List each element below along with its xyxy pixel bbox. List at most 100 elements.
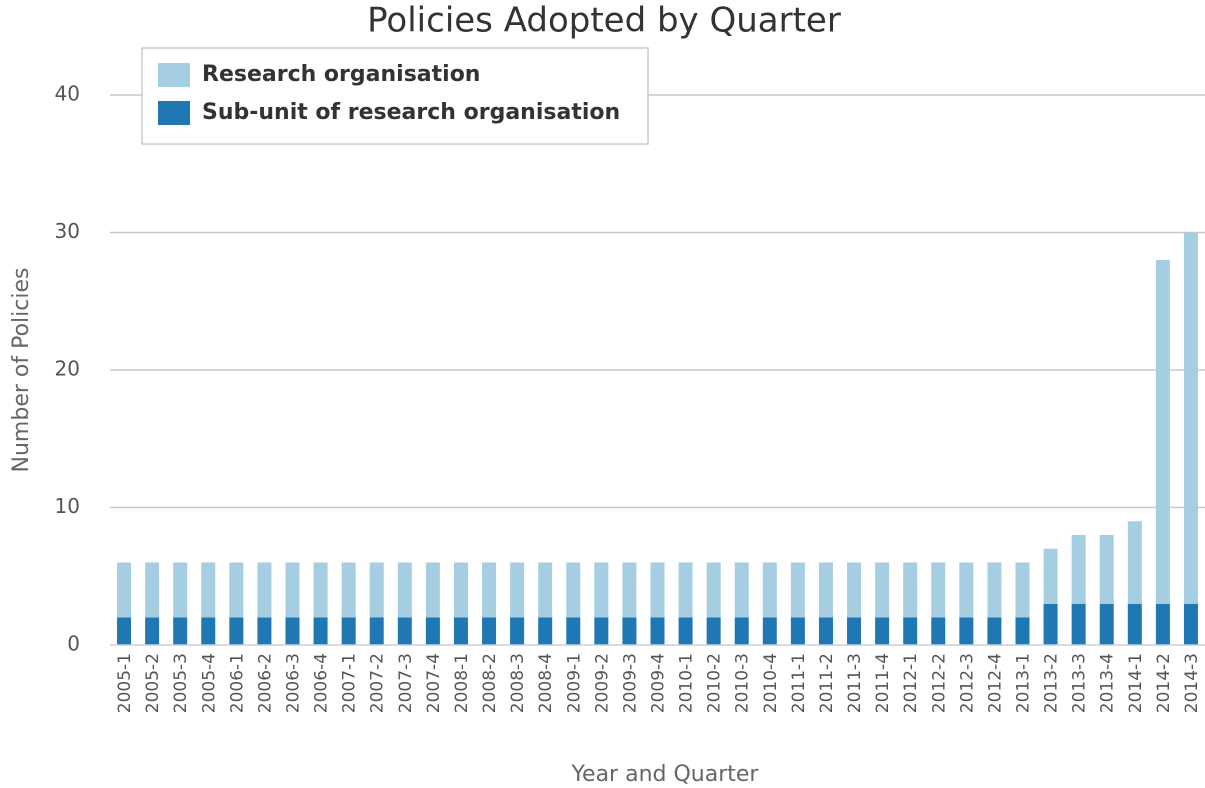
x-tick-label: 2005-2 [143,653,163,713]
y-tick-label: 0 [67,632,80,656]
bar-segment [117,562,132,618]
legend-swatch [158,63,190,87]
x-tick-label: 2010-1 [677,653,697,713]
legend-swatch [158,101,190,125]
bar-segment [510,562,525,618]
x-tick-label: 2012-1 [901,653,921,713]
bar-segment [117,617,132,645]
bar-segment [931,562,946,618]
bar-segment [510,617,525,645]
x-tick-label: 2011-3 [845,653,865,713]
x-tick-label: 2008-4 [536,653,556,713]
bar-segment [1155,260,1170,604]
x-tick-label: 2009-2 [592,653,612,713]
bar-segment [229,562,244,618]
bar-segment [341,562,356,618]
bar-segment [818,562,833,618]
x-axis-title: Year and Quarter [571,762,760,787]
x-tick-label: 2009-4 [649,653,669,713]
bar-segment [594,617,609,645]
x-tick-label: 2005-4 [199,653,219,713]
x-tick-label: 2010-3 [733,653,753,713]
bar-segment [453,617,468,645]
x-tick-label: 2008-2 [480,653,500,713]
bar-segment [1127,603,1142,645]
legend: Research organisation Sub-unit of researc… [141,47,649,145]
bar-segment [1015,562,1030,618]
x-tick-label: 2012-2 [929,653,949,713]
bar-segment [818,617,833,645]
bar-segment [622,562,637,618]
x-tick-label: 2013-1 [1014,653,1034,713]
x-tick-label: 2006-3 [284,653,304,713]
x-tick-label: 2014-3 [1182,653,1202,713]
bar-segment [538,562,553,618]
bar-segment [734,617,749,645]
bar-segment [706,562,721,618]
bar-segment [566,617,581,645]
bar-segment [875,562,890,618]
y-tick-label: 40 [55,82,80,106]
bar-segment [285,562,300,618]
x-tick-label: 2011-4 [873,653,893,713]
bar-segment [762,562,777,618]
bar-segment [229,617,244,645]
bar-segment [341,617,356,645]
x-tick-label: 2006-4 [312,653,332,713]
chart-title: Policies Adopted by Quarter [367,1,841,41]
x-tick-label: 2008-1 [452,653,472,713]
bar-segment [1183,603,1198,645]
x-tick-label: 2005-1 [115,653,135,713]
x-tick-label: 2007-4 [424,653,444,713]
bar-segment [1071,603,1086,645]
y-axis-title: Number of Policies [9,268,34,473]
bar-segment [903,617,918,645]
bar-segment [173,617,188,645]
bar-segment [313,562,328,618]
bar-segment [369,617,384,645]
x-tick-label: 2009-3 [620,653,640,713]
x-tick-label: 2010-4 [761,653,781,713]
bar-segment [145,562,160,618]
bar-segment [313,617,328,645]
bar-segment [1099,603,1114,645]
bar-segment [369,562,384,618]
bar-segment [201,617,216,645]
x-tick-label: 2010-2 [705,653,725,713]
bar-segment [285,617,300,645]
bar-segment [959,562,974,618]
bar-segment [1071,535,1086,604]
bar-segment [1127,521,1142,604]
bar-segment [453,562,468,618]
bar-segment [762,617,777,645]
legend-label: Sub-unit of research organisation [202,100,620,125]
bar-segment [145,617,160,645]
x-tick-label: 2011-1 [789,653,809,713]
bar-segment [987,617,1002,645]
bar-segment [875,617,890,645]
x-tick-label: 2008-3 [508,653,528,713]
bar-segment [622,617,637,645]
x-tick-label: 2014-1 [1126,653,1146,713]
y-tick-label: 10 [55,494,80,518]
y-tick-label: 30 [55,219,80,243]
x-tick-label: 2006-2 [255,653,275,713]
bar-segment [397,562,412,618]
bar-segment [1015,617,1030,645]
bar-segment [1043,548,1058,604]
bar-segment [482,617,497,645]
x-tick-label: 2013-2 [1042,653,1062,713]
bar-segment [594,562,609,618]
bar-segment [847,617,862,645]
bar-segment [734,562,749,618]
x-tick-label: 2014-2 [1154,653,1174,713]
bar-segment [1043,603,1058,645]
bar-segment [790,617,805,645]
bar-segment [678,562,693,618]
x-tick-label: 2011-2 [817,653,837,713]
bar-segment [959,617,974,645]
x-tick-label: 2012-4 [985,653,1005,713]
bar-segment [566,562,581,618]
bar-segment [1183,232,1198,604]
